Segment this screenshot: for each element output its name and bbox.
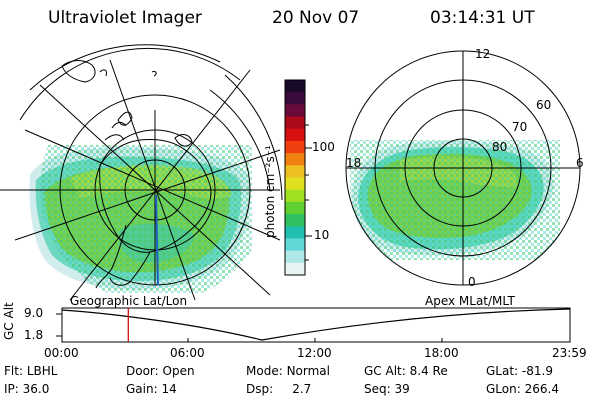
- colorbar-segment: [285, 80, 305, 93]
- status-glat: GLat: -81.9: [486, 364, 553, 378]
- colorbar-tick-10: 10: [314, 228, 330, 242]
- timeline-xtick: 00:00: [44, 346, 79, 360]
- timeline-xtick: 23:59: [552, 346, 587, 360]
- mlt-label-12: 12: [475, 47, 491, 61]
- mlat-label-70: 70: [512, 120, 528, 134]
- timeline-ytick-max: 9.0: [24, 306, 44, 320]
- colorbar-segment: [285, 201, 305, 215]
- timeline-xtick: 18:00: [424, 346, 459, 360]
- left-grid: [0, 44, 283, 301]
- timeline-xtick: 12:00: [297, 346, 332, 360]
- right-aurora-image: [350, 140, 560, 260]
- colorbar: [284, 79, 312, 276]
- mlt-label-6: 6: [576, 156, 584, 170]
- magnetic-map: [345, 50, 581, 286]
- timeline-xtick: 06:00: [170, 346, 205, 360]
- colorbar-segment: [285, 262, 305, 276]
- mlat-label-60: 60: [536, 98, 552, 112]
- colorbar-segment: [285, 189, 305, 203]
- right-grid: [345, 50, 581, 286]
- timeline-ytick-min: 1.8: [24, 328, 44, 342]
- status-dsp: Dsp: 2.7: [246, 382, 312, 396]
- mlt-label-0: 0: [468, 275, 476, 289]
- status-gain: Gain: 14: [126, 382, 177, 396]
- status-seq: Seq: 39: [364, 382, 410, 396]
- orbit-altitude-curve: [61, 308, 571, 341]
- colorbar-segment: [285, 238, 305, 252]
- status-gc-alt: GC Alt: 8.4 Re: [364, 364, 448, 378]
- left-coastlines: [61, 60, 212, 289]
- colorbar-segment: [285, 165, 305, 178]
- status-glon: GLon: 266.4: [486, 382, 559, 396]
- left-map-caption: Geographic Lat/Lon: [70, 294, 188, 308]
- colorbar-segment: [285, 140, 305, 154]
- timeline-axis-title: GC Alt: [2, 302, 16, 340]
- status-door: Door: Open: [126, 364, 195, 378]
- mlt-label-18: 18: [346, 156, 362, 170]
- colorbar-segment: [285, 116, 305, 130]
- status-ip: IP: 36.0: [4, 382, 50, 396]
- colorbar-tick-100: 100: [312, 140, 335, 154]
- colorbar-unit-label: photon cm⁻²s⁻¹: [263, 145, 277, 238]
- left-meridian-marker: [155, 194, 159, 286]
- timeline-panel: [56, 307, 571, 343]
- colorbar-segment: [285, 177, 305, 191]
- status-mode: Mode: Normal: [246, 364, 330, 378]
- colorbar-segment: [285, 92, 305, 105]
- colorbar-segment: [285, 153, 305, 166]
- colorbar-segment: [285, 226, 305, 239]
- time-label: 03:14:31 UT: [430, 8, 535, 28]
- mlat-label-80: 80: [492, 140, 508, 154]
- colorbar-segment: [285, 214, 305, 227]
- colorbar-segment: [285, 250, 305, 264]
- date-label: 20 Nov 07: [272, 8, 360, 28]
- right-map-caption: Apex MLat/MLT: [425, 294, 515, 308]
- colorbar-segment: [285, 104, 305, 118]
- instrument-title: Ultraviolet Imager: [48, 8, 202, 28]
- colorbar-segment: [285, 128, 305, 142]
- geographic-map: [0, 44, 283, 301]
- status-flt: Flt: LBHL: [4, 364, 58, 378]
